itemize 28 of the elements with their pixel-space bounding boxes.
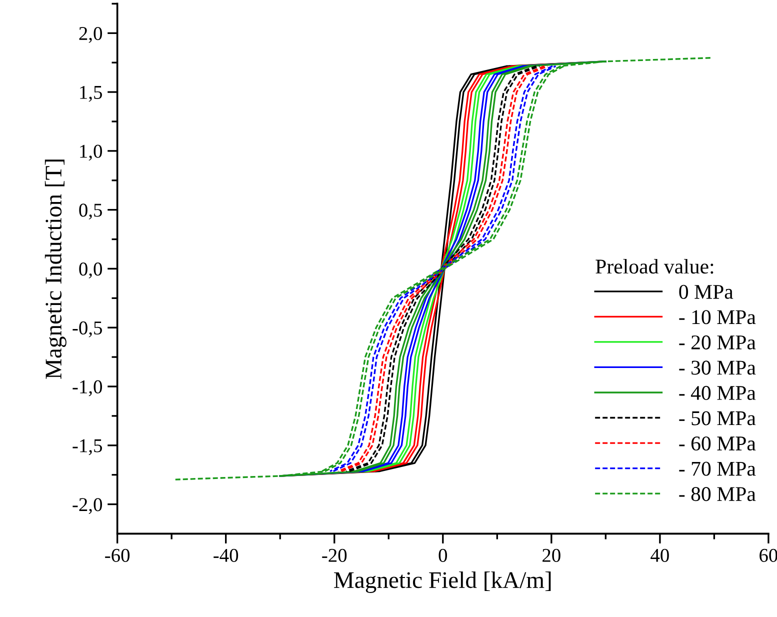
legend-label: - 30 MPa (679, 360, 756, 375)
x-tick-label: 60 (760, 548, 777, 562)
legend-label: - 10 MPa (679, 310, 756, 324)
x-tick-label: 40 (650, 548, 669, 562)
y-tick-label: -1,5 (72, 439, 102, 456)
legend-title: Preload value: (596, 258, 714, 274)
legend-label: - 20 MPa (679, 335, 756, 350)
y-tick-label: 1,5 (80, 86, 102, 102)
y-tick-label: -1,0 (72, 380, 102, 396)
y-axis-title: Magnetic Induction [T] (44, 160, 66, 379)
x-axis-title: Magnetic Field [kA/m] (334, 571, 551, 593)
legend-label: - 80 MPa (679, 487, 756, 502)
legend-label: - 60 MPa (679, 436, 756, 451)
y-tick-label: 1,0 (80, 144, 102, 161)
x-tick-label: -20 (322, 548, 347, 562)
y-tick-label: -0,5 (72, 321, 102, 338)
legend-label: - 50 MPa (679, 411, 756, 426)
y-tick-label: 0,5 (79, 204, 102, 220)
x-tick-label: 20 (542, 548, 560, 562)
legend-label: - 70 MPa (679, 462, 756, 476)
y-tick-label: -2,0 (72, 498, 102, 514)
x-tick-label: 0 (438, 548, 448, 562)
legend-label: - 40 MPa (679, 386, 756, 400)
x-tick-label: -40 (214, 548, 238, 562)
x-tick-label: -60 (105, 548, 130, 562)
legend-label: 0 MPa (679, 284, 734, 299)
y-tick-label: 0,0 (79, 262, 102, 278)
y-tick-label: 2,0 (79, 26, 102, 43)
